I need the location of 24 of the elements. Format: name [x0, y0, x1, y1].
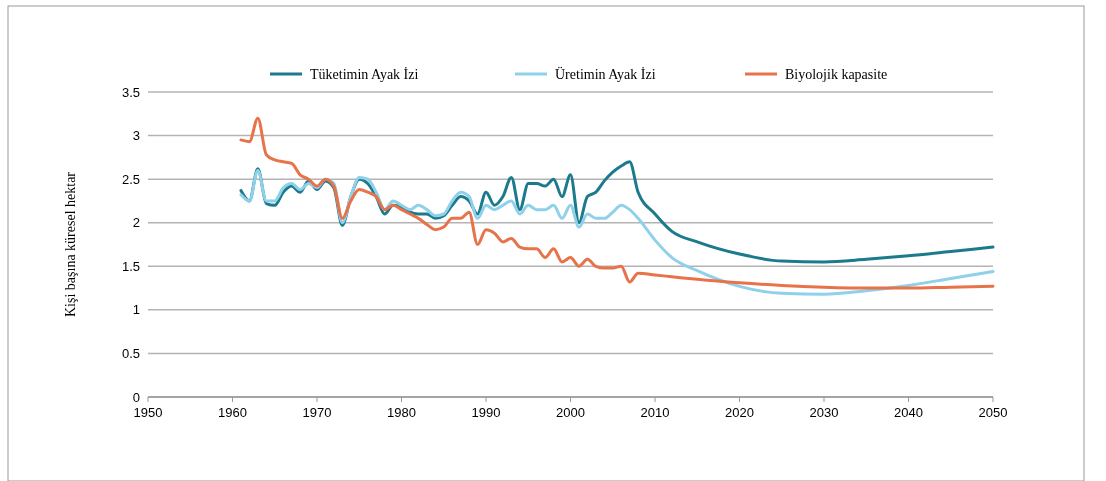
y-tick-label: 1.5 [121, 258, 140, 274]
y-tick-label: 0 [132, 389, 140, 405]
y-tick-label: 2.5 [121, 171, 140, 187]
x-tick-label: 2000 [556, 405, 585, 420]
y-tick-label: 3.5 [121, 84, 140, 100]
x-tick-label: 2030 [809, 405, 839, 420]
x-tick-label: 2040 [894, 405, 923, 420]
line-series [239, 116, 995, 290]
x-tick-label: 1970 [302, 405, 332, 420]
legend-label: Üretimin Ayak İzi [555, 66, 656, 82]
x-tick-label: 1980 [387, 405, 416, 420]
y-tick-label: 3 [132, 128, 140, 144]
x-tick-label: 1990 [471, 405, 501, 420]
x-tick-label: 1960 [218, 405, 247, 420]
legend-label: Biyolojik kapasite [785, 67, 888, 82]
x-tick-label: 2020 [725, 405, 754, 420]
y-tick-label: 0.5 [121, 345, 140, 361]
y-axis-title: Kişi başına küresel hektar [63, 171, 78, 318]
y-tick-label: 1 [132, 302, 140, 318]
x-tick-label: 1950 [133, 405, 163, 420]
y-tick-label: 2 [132, 215, 140, 231]
x-tick-label: 2010 [640, 405, 670, 420]
legend-label: Tüketimin Ayak İzi [310, 67, 419, 82]
x-tick-label: 2050 [978, 405, 1008, 420]
